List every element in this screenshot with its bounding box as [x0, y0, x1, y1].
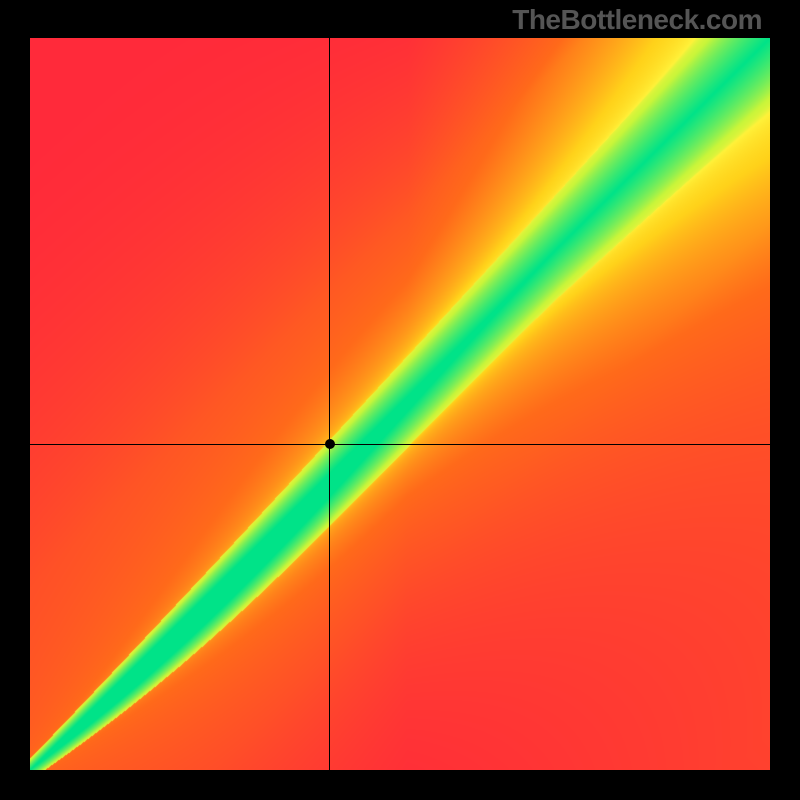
frame-bottom: [0, 770, 800, 800]
crosshair-vertical: [329, 38, 331, 770]
frame-right: [770, 0, 800, 800]
crosshair-marker: [325, 439, 335, 449]
watermark-text: TheBottleneck.com: [512, 4, 762, 36]
bottleneck-heatmap: [30, 38, 770, 770]
crosshair-horizontal: [30, 444, 770, 446]
frame-left: [0, 0, 30, 800]
